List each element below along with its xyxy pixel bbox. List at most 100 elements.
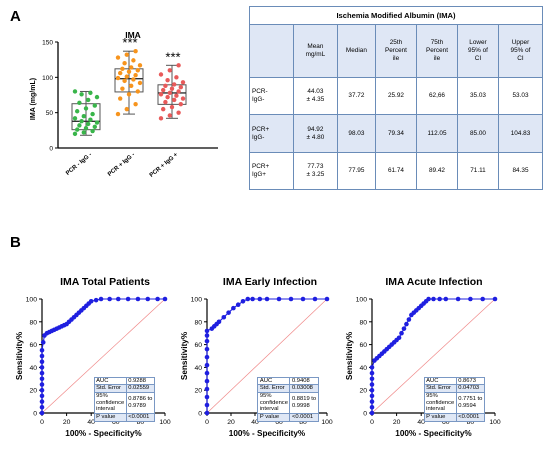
roc-point bbox=[369, 399, 375, 404]
data-point bbox=[133, 73, 138, 78]
data-point bbox=[79, 92, 84, 97]
data-point bbox=[124, 106, 129, 112]
x-tick-label: PCR - IgG - bbox=[65, 152, 93, 177]
data-point bbox=[163, 99, 168, 105]
roc-point bbox=[257, 296, 263, 302]
data-point bbox=[176, 110, 181, 115]
y-tick-label: 60 bbox=[29, 342, 37, 349]
data-point bbox=[135, 89, 140, 94]
y-tick-label: 40 bbox=[359, 365, 367, 372]
data-point bbox=[118, 96, 123, 101]
roc-point bbox=[125, 296, 131, 302]
roc-point bbox=[468, 296, 473, 302]
roc-point bbox=[107, 296, 112, 302]
data-point bbox=[172, 82, 177, 87]
y-tick-label: 100 bbox=[42, 75, 53, 82]
table-row: PCR+ IgG+ 77.73 ± 3.25 77.95 61.74 89.42 71.11 8… bbox=[249, 151, 543, 191]
stat-value: 0.8819 to 0.9998 bbox=[289, 392, 319, 415]
roc-point bbox=[204, 328, 210, 334]
roc-point bbox=[204, 410, 210, 416]
x-tick-label: 60 bbox=[275, 419, 283, 426]
y-tick-label: 80 bbox=[29, 319, 37, 326]
x-tick-label: 60 bbox=[442, 419, 450, 426]
table-header-cell: 75th Percent ile bbox=[415, 23, 458, 79]
roc-point bbox=[88, 298, 94, 304]
data-point bbox=[131, 77, 136, 82]
stat-label: 95% confidence interval bbox=[257, 392, 291, 415]
roc-title: IMA Early Infection bbox=[223, 276, 317, 288]
roc-point bbox=[369, 393, 375, 399]
roc-y-label: Sensitivity% bbox=[345, 331, 354, 380]
data-point bbox=[92, 124, 98, 129]
roc-point bbox=[39, 410, 45, 416]
row-label-cell: PCR- IgG- bbox=[249, 77, 294, 116]
data-point bbox=[90, 128, 95, 134]
roc-point bbox=[204, 362, 210, 368]
data-point bbox=[90, 111, 95, 117]
roc-point bbox=[264, 296, 270, 302]
data-point bbox=[79, 118, 84, 124]
roc-point bbox=[399, 330, 404, 336]
roc-point bbox=[145, 296, 151, 302]
data-point bbox=[165, 94, 170, 100]
ima-box-plot: IMA IMA (mg/mL) 0 50 100 150 PCR - IgG - ***… bbox=[30, 30, 218, 179]
x-tick-label: PCR + IgG - bbox=[107, 152, 136, 178]
data-point bbox=[83, 126, 89, 131]
x-tick-label: 100 bbox=[159, 419, 171, 426]
y-tick-label: 20 bbox=[29, 388, 37, 395]
stat-value: 0.8786 to 0.9789 bbox=[125, 392, 155, 415]
table-cell: 112.05 bbox=[415, 114, 458, 153]
roc-point bbox=[39, 376, 45, 382]
data-point bbox=[172, 97, 177, 103]
data-point bbox=[115, 111, 121, 117]
roc-point bbox=[369, 410, 375, 416]
y-tick-label: 0 bbox=[49, 146, 53, 153]
roc-point bbox=[221, 314, 227, 320]
roc-point bbox=[492, 296, 498, 302]
x-tick-label: 40 bbox=[87, 419, 95, 426]
data-point bbox=[72, 89, 78, 94]
roc-point bbox=[98, 296, 104, 302]
table-header-cell: Median bbox=[336, 23, 376, 79]
table-cell: 84.35 bbox=[498, 151, 543, 191]
y-tick-label: 20 bbox=[359, 388, 367, 395]
stat-label: Std. Error bbox=[257, 384, 291, 394]
roc-point bbox=[369, 405, 375, 410]
stat-label: AUC bbox=[93, 376, 127, 386]
stat-value: 0.7751 to 0.9594 bbox=[455, 392, 485, 415]
roc-point bbox=[369, 376, 375, 382]
x-tick-label: 100 bbox=[489, 419, 501, 426]
roc-point bbox=[39, 393, 45, 399]
ima-table: Ischemia Modified Albumin (IMA) Mean mg/m… bbox=[249, 6, 543, 191]
data-point bbox=[124, 52, 129, 57]
roc-x-label: 100% - Specificity% bbox=[229, 429, 306, 438]
y-tick-label: 50 bbox=[46, 110, 54, 117]
data-point bbox=[137, 63, 143, 68]
roc-x-label: 100% - Specificity% bbox=[395, 429, 472, 438]
y-tick-label: 40 bbox=[29, 365, 37, 372]
significance-marker: *** bbox=[122, 35, 137, 50]
roc-point bbox=[480, 296, 486, 302]
y-tick-label: 20 bbox=[194, 388, 202, 395]
x-tick-label: 40 bbox=[251, 419, 259, 426]
data-point bbox=[86, 121, 91, 127]
data-point bbox=[72, 116, 78, 121]
table-cell: 104.83 bbox=[498, 114, 543, 153]
stat-label: P value bbox=[423, 413, 457, 422]
x-tick-label: 80 bbox=[137, 419, 145, 426]
data-point bbox=[165, 77, 170, 83]
roc-point bbox=[39, 365, 45, 370]
stat-label: AUC bbox=[423, 376, 457, 386]
roc-point bbox=[135, 296, 141, 302]
roc-y-label: Sensitivity% bbox=[180, 331, 189, 380]
roc-point bbox=[231, 305, 236, 311]
table-cell: 85.00 bbox=[456, 114, 500, 153]
panel-label-b: B bbox=[10, 234, 21, 251]
table-header-cell: Upper 95% of CI bbox=[498, 23, 543, 79]
roc-point bbox=[300, 296, 306, 302]
box-rect bbox=[114, 68, 144, 93]
roc-point bbox=[369, 387, 375, 393]
data-point bbox=[115, 55, 121, 60]
roc-point bbox=[39, 405, 45, 410]
roc-point bbox=[39, 353, 45, 359]
